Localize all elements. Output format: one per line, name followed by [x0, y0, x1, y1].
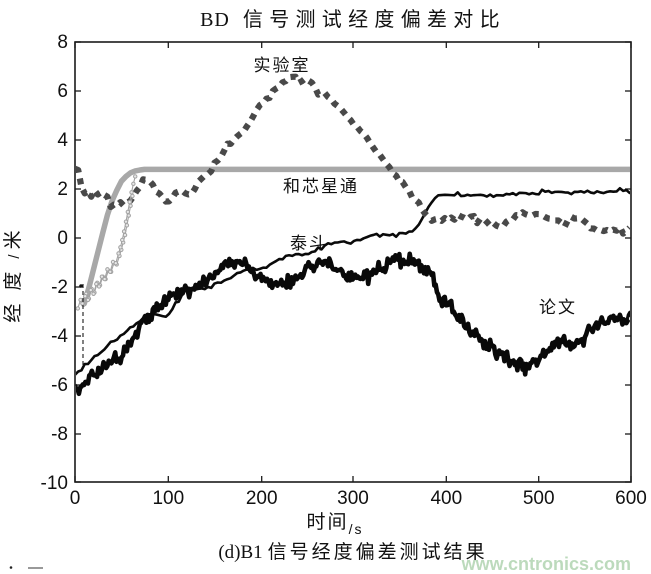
- svg-text:-4: -4: [51, 326, 68, 347]
- svg-text:0: 0: [57, 228, 68, 249]
- svg-text:400: 400: [430, 488, 462, 509]
- svg-text:4: 4: [57, 130, 68, 151]
- svg-text:-8: -8: [51, 424, 68, 445]
- svg-text:200: 200: [246, 488, 278, 509]
- svg-text:0: 0: [70, 488, 81, 509]
- svg-text:-10: -10: [41, 473, 68, 494]
- svg-text:经度/米: 经度/米: [2, 217, 24, 322]
- svg-text:2: 2: [57, 179, 68, 200]
- svg-text:8: 8: [57, 32, 68, 53]
- svg-text:泰斗: 泰斗: [290, 234, 328, 253]
- svg-text:500: 500: [523, 488, 555, 509]
- svg-text:100: 100: [152, 488, 184, 509]
- svg-text:300: 300: [337, 488, 369, 509]
- svg-text:论文: 论文: [539, 298, 577, 317]
- svg-text:www.cntronics.com: www.cntronics.com: [461, 554, 631, 574]
- svg-text:和芯星通: 和芯星通: [283, 177, 359, 196]
- svg-text:-2: -2: [51, 277, 68, 298]
- svg-text:6: 6: [57, 81, 68, 102]
- svg-text:-6: -6: [51, 375, 68, 396]
- svg-text:实验室: 实验室: [254, 56, 311, 75]
- svg-text:600: 600: [615, 488, 647, 509]
- svg-text:BD 信号测试经度偏差对比: BD 信号测试经度偏差对比: [200, 8, 506, 31]
